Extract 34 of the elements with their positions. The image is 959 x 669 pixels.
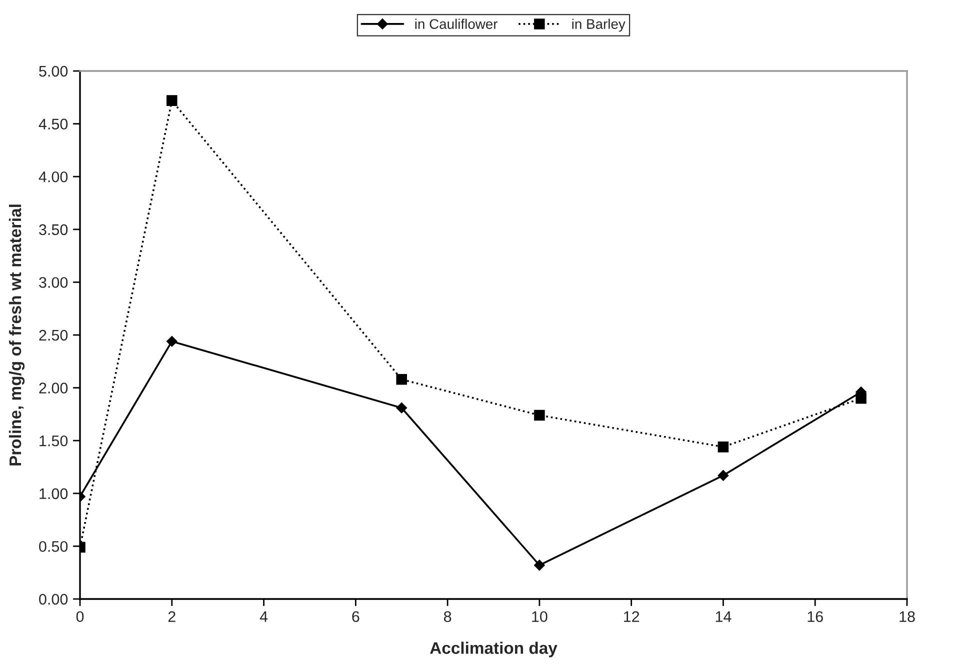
y-tick-label: 3.00 bbox=[39, 277, 68, 288]
y-tick-label: 4.50 bbox=[38, 118, 68, 130]
point bbox=[856, 392, 866, 404]
legend-label: in Barley bbox=[572, 18, 626, 32]
x-tick-label: 4 bbox=[260, 611, 268, 622]
x-tick-label: 8 bbox=[444, 611, 452, 622]
x-tick-label: 12 bbox=[624, 611, 640, 622]
y-tick-label: 5.00 bbox=[39, 66, 68, 77]
y-tick-label: 2.00 bbox=[39, 382, 68, 394]
y-tick-label: 1.50 bbox=[40, 435, 68, 446]
point bbox=[718, 442, 729, 452]
point bbox=[166, 95, 178, 106]
x-tick-label: 18 bbox=[900, 611, 915, 622]
x-tick-label: 0 bbox=[76, 611, 84, 622]
legend-label: in Cauliflower bbox=[415, 18, 498, 29]
x-tick-label: 2 bbox=[168, 611, 176, 622]
y-tick-label: 0.00 bbox=[39, 594, 68, 605]
y-tick-label: 2.50 bbox=[39, 330, 68, 341]
x-tick-label: 16 bbox=[808, 611, 823, 622]
y-tick-label: 3.50 bbox=[39, 224, 68, 236]
y-tick-label: 4.00 bbox=[38, 171, 68, 182]
point bbox=[534, 560, 545, 571]
x-axis-title: Acclimation day bbox=[430, 642, 558, 658]
y-tick-label: 0.50 bbox=[39, 541, 68, 552]
x-tick-label: 6 bbox=[352, 611, 360, 622]
point bbox=[534, 410, 545, 421]
x-tick-label: 14 bbox=[716, 611, 732, 622]
point bbox=[396, 374, 407, 385]
point bbox=[166, 336, 178, 347]
y-axis-title: Proline, mg/g of fresh wt material bbox=[8, 204, 25, 466]
y-tick-label: 1.00 bbox=[40, 488, 68, 500]
point bbox=[718, 470, 729, 481]
point bbox=[396, 402, 408, 414]
x-tick-label: 10 bbox=[532, 611, 548, 622]
